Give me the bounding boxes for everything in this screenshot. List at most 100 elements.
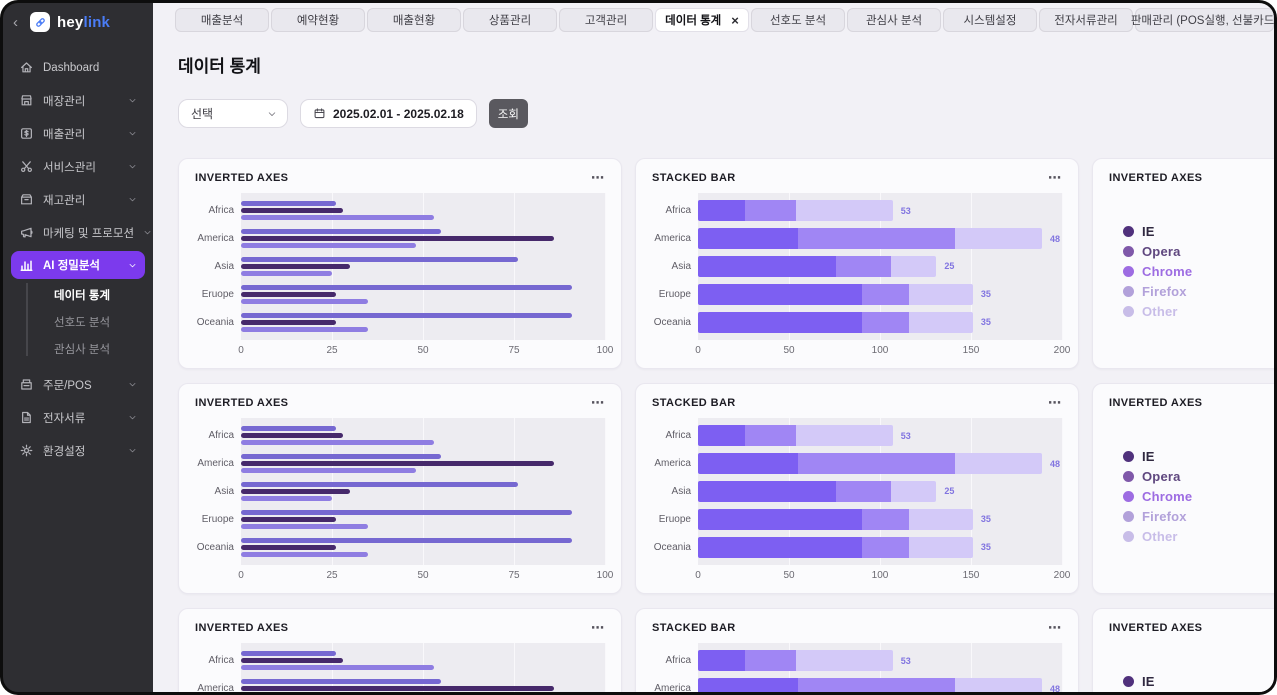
legend-item-opera[interactable]: Opera xyxy=(1123,466,1274,486)
bar-segment[interactable] xyxy=(890,480,937,502)
search-button[interactable]: 조회 xyxy=(488,99,528,128)
bar-segment[interactable] xyxy=(954,453,1042,475)
bar-segment[interactable] xyxy=(698,678,799,692)
bar[interactable] xyxy=(241,658,343,664)
legend-item-firefox[interactable]: Firefox xyxy=(1123,506,1274,526)
bar[interactable] xyxy=(241,651,336,657)
bar-segment[interactable] xyxy=(698,283,862,305)
bar-segment[interactable] xyxy=(698,453,799,475)
bar[interactable] xyxy=(241,509,573,515)
bar-segment[interactable] xyxy=(861,508,910,530)
bar[interactable] xyxy=(241,665,434,671)
sidebar-subitem-0[interactable]: 데이터 통계 xyxy=(54,290,111,302)
bar[interactable] xyxy=(241,440,434,446)
filter-select[interactable]: 선택 xyxy=(178,99,288,128)
bar-segment[interactable] xyxy=(698,650,746,672)
bar[interactable] xyxy=(241,454,442,460)
bar[interactable] xyxy=(241,523,369,529)
tab-2[interactable]: 매출현황 xyxy=(367,8,461,32)
tab-0[interactable]: 매출분석 xyxy=(175,8,269,32)
sidebar-item-2[interactable]: 매출관리 xyxy=(11,117,145,150)
card-menu-icon[interactable]: ⋯ xyxy=(1048,170,1062,185)
legend-item-opera[interactable]: Opera xyxy=(1123,691,1274,692)
sidebar-collapse-button[interactable]: ‹ xyxy=(13,13,18,31)
bar-segment[interactable] xyxy=(798,453,955,475)
bar-segment[interactable] xyxy=(909,508,973,530)
bar-segment[interactable] xyxy=(698,536,862,558)
bar-segment[interactable] xyxy=(698,200,746,222)
bar-segment[interactable] xyxy=(861,311,910,333)
bar[interactable] xyxy=(241,488,351,494)
card-menu-icon[interactable]: ⋯ xyxy=(1048,620,1062,635)
legend-item-firefox[interactable]: Firefox xyxy=(1123,281,1274,301)
bar[interactable] xyxy=(241,298,369,304)
bar-segment[interactable] xyxy=(909,311,973,333)
bar-segment[interactable] xyxy=(798,678,955,692)
tab-6[interactable]: 선호도 분석 xyxy=(751,8,845,32)
tab-1[interactable]: 예약현황 xyxy=(271,8,365,32)
bar[interactable] xyxy=(241,516,336,522)
tab-9[interactable]: 전자서류관리 xyxy=(1039,8,1133,32)
card-menu-icon[interactable]: ⋯ xyxy=(591,395,605,410)
bar-segment[interactable] xyxy=(745,425,797,447)
bar-segment[interactable] xyxy=(796,425,893,447)
card-menu-icon[interactable]: ⋯ xyxy=(1048,395,1062,410)
legend-item-chrome[interactable]: Chrome xyxy=(1123,261,1274,281)
legend-item-ie[interactable]: IE xyxy=(1123,671,1274,691)
legend-item-ie[interactable]: IE xyxy=(1123,446,1274,466)
sidebar-item-9[interactable]: 환경설정 xyxy=(11,434,145,467)
sidebar-item-0[interactable]: Dashboard xyxy=(11,51,145,84)
close-icon[interactable]: × xyxy=(731,12,739,28)
sidebar-item-1[interactable]: 매장관리 xyxy=(11,84,145,117)
bar[interactable] xyxy=(241,243,416,249)
bar-segment[interactable] xyxy=(745,650,797,672)
bar[interactable] xyxy=(241,481,518,487)
bar[interactable] xyxy=(241,201,336,207)
bar[interactable] xyxy=(241,208,343,214)
bar[interactable] xyxy=(241,263,351,269)
legend-item-chrome[interactable]: Chrome xyxy=(1123,486,1274,506)
legend-item-other[interactable]: Other xyxy=(1123,301,1274,321)
tab-7[interactable]: 관심사 분석 xyxy=(847,8,941,32)
tab-4[interactable]: 고객관리 xyxy=(559,8,653,32)
sidebar-item-6[interactable]: AI 정밀분석 xyxy=(11,251,145,279)
tab-10[interactable]: 판매관리 (POS실행, 선불카드) xyxy=(1131,8,1274,32)
bar-segment[interactable] xyxy=(836,480,891,502)
bar-segment[interactable] xyxy=(698,508,862,530)
bar-segment[interactable] xyxy=(909,283,973,305)
bar-segment[interactable] xyxy=(861,283,910,305)
bar[interactable] xyxy=(241,229,442,235)
tab-3[interactable]: 상품관리 xyxy=(463,8,557,32)
bar[interactable] xyxy=(241,312,573,318)
bar-segment[interactable] xyxy=(798,228,955,250)
bar-segment[interactable] xyxy=(909,536,973,558)
bar-segment[interactable] xyxy=(836,255,891,277)
bar-segment[interactable] xyxy=(890,255,937,277)
sidebar-subitem-1[interactable]: 선호도 분석 xyxy=(54,317,111,329)
bar-segment[interactable] xyxy=(698,255,837,277)
tab-5[interactable]: 데이터 통계 × xyxy=(655,8,749,32)
bar[interactable] xyxy=(241,679,442,685)
sidebar-item-3[interactable]: 서비스관리 xyxy=(11,150,145,183)
bar-segment[interactable] xyxy=(861,536,910,558)
sidebar-subitem-2[interactable]: 관심사 분석 xyxy=(54,344,111,356)
bar[interactable] xyxy=(241,551,369,557)
legend-item-other[interactable]: Other xyxy=(1123,526,1274,546)
bar[interactable] xyxy=(241,468,416,474)
sidebar-item-4[interactable]: 재고관리 xyxy=(11,183,145,216)
bar[interactable] xyxy=(241,537,573,543)
bar[interactable] xyxy=(241,291,336,297)
bar-segment[interactable] xyxy=(796,650,893,672)
bar-segment[interactable] xyxy=(698,311,862,333)
bar-segment[interactable] xyxy=(954,678,1042,692)
bar[interactable] xyxy=(241,215,434,221)
bar[interactable] xyxy=(241,326,369,332)
legend-item-ie[interactable]: IE xyxy=(1123,221,1274,241)
card-menu-icon[interactable]: ⋯ xyxy=(591,620,605,635)
bar[interactable] xyxy=(241,284,573,290)
bar[interactable] xyxy=(241,433,343,439)
bar[interactable] xyxy=(241,461,555,467)
card-menu-icon[interactable]: ⋯ xyxy=(591,170,605,185)
sidebar-item-7[interactable]: 주문/POS xyxy=(11,368,145,401)
sidebar-item-5[interactable]: 마케팅 및 프로모션 xyxy=(11,216,151,249)
